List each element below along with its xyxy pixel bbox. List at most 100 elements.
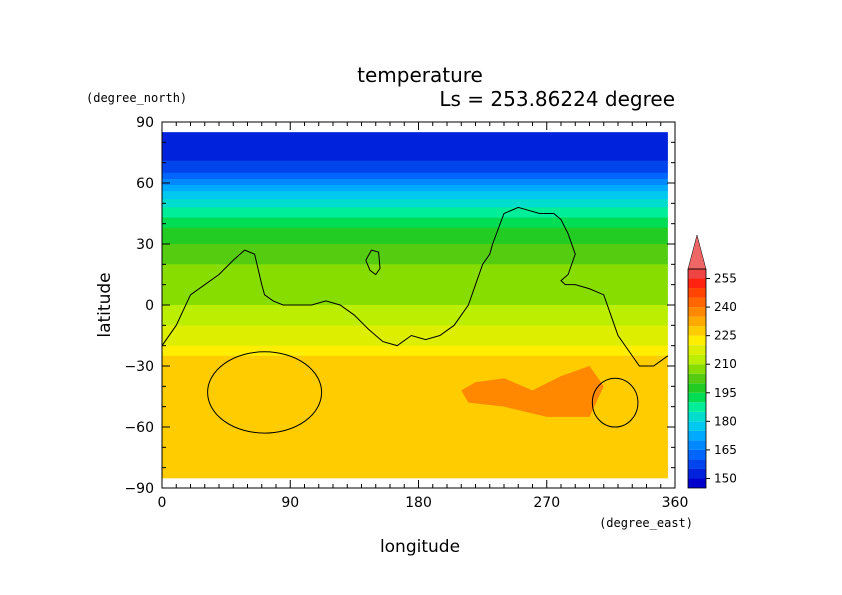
colorbar-over-arrow <box>687 234 707 270</box>
field-band <box>162 172 668 176</box>
field-band <box>162 270 668 273</box>
colorbar-label: 195 <box>714 386 737 400</box>
x-tick-label: 180 <box>405 495 432 511</box>
colorbar-segment <box>688 440 706 450</box>
field-band <box>162 246 668 249</box>
field-band <box>162 280 668 284</box>
field-band <box>162 305 668 308</box>
field-band <box>162 193 668 196</box>
field-band <box>162 347 668 351</box>
field-band <box>162 455 668 458</box>
field-band <box>162 351 668 355</box>
colorbar-segment <box>688 383 706 393</box>
field-band <box>162 158 668 162</box>
field-band <box>162 427 668 430</box>
field-band <box>162 453 668 456</box>
field-band <box>162 268 668 271</box>
field-band <box>162 368 668 371</box>
field-band <box>162 191 668 194</box>
field-band <box>162 378 668 381</box>
field-band <box>162 363 668 367</box>
field-band <box>162 189 668 192</box>
field-band <box>162 394 668 397</box>
field-band <box>162 286 668 290</box>
field-band <box>162 290 668 294</box>
field-band <box>162 227 668 231</box>
field-band <box>162 467 668 471</box>
field-band <box>162 424 668 428</box>
colorbar-segment <box>688 449 706 460</box>
colorbar-segment <box>688 478 706 488</box>
field-band <box>162 201 668 204</box>
colorbar-segment <box>688 411 706 422</box>
field-band <box>162 370 668 373</box>
field-band <box>162 239 668 243</box>
field-band <box>162 355 668 359</box>
field-band <box>162 185 668 188</box>
field-band <box>162 459 668 463</box>
field-band <box>162 333 668 336</box>
field-band <box>162 337 668 341</box>
field-band <box>162 447 668 450</box>
colorbar-label: 165 <box>714 443 737 457</box>
crater-hellas <box>207 351 323 434</box>
field-band <box>162 166 668 170</box>
field-band <box>162 433 668 436</box>
x-units-label: (degree_east) <box>599 516 693 530</box>
x-axis-ticks: 0 90 180 270 360 <box>158 122 689 511</box>
field-band <box>162 323 668 326</box>
warm-region <box>461 366 604 417</box>
field-band <box>162 140 668 143</box>
field-band <box>162 164 668 168</box>
field-band <box>162 136 668 139</box>
field-band <box>162 183 668 186</box>
field-band <box>162 451 668 454</box>
field-band <box>162 235 668 239</box>
field-band <box>162 187 668 190</box>
colorbar-label: 255 <box>714 272 737 286</box>
field-band <box>162 254 668 257</box>
field-band <box>162 349 668 353</box>
field-band <box>162 284 668 288</box>
colorbar-segment <box>688 402 706 412</box>
chart-title: temperature <box>357 63 483 87</box>
field-band <box>162 331 668 334</box>
field-band <box>162 398 668 402</box>
field-band <box>162 449 668 452</box>
field-band <box>162 138 668 141</box>
colorbar-segment <box>688 288 706 298</box>
field-band <box>162 144 668 147</box>
field-band <box>162 431 668 434</box>
colorbar-segment <box>688 345 706 355</box>
x-tick-label: 0 <box>158 495 167 511</box>
field-band <box>162 156 668 160</box>
field-band <box>162 160 668 164</box>
field-band <box>162 248 668 251</box>
colorbar-segment <box>688 278 706 289</box>
field-band <box>162 154 668 158</box>
field-band <box>162 420 668 424</box>
x-tick-label: 360 <box>662 495 689 511</box>
colorbar-label: 240 <box>714 300 737 314</box>
field-band <box>162 390 668 393</box>
field-band <box>162 132 668 135</box>
field-band <box>162 274 668 278</box>
field-band <box>162 429 668 432</box>
field-band <box>162 241 668 245</box>
field-band <box>162 311 668 314</box>
field-band <box>162 422 668 426</box>
field-band <box>162 231 668 235</box>
field-band <box>162 376 668 379</box>
field-band <box>162 400 668 404</box>
field-band <box>162 416 668 420</box>
colorbar-label: 150 <box>714 471 737 485</box>
colorbar-segment <box>688 307 706 317</box>
field-band <box>162 264 668 267</box>
colorbar-label: 180 <box>714 414 737 428</box>
field-band <box>162 404 668 408</box>
field-band <box>162 384 668 387</box>
colorbar-segment <box>688 335 706 346</box>
colorbar-segment <box>688 459 706 469</box>
field-band <box>162 150 668 153</box>
field-band <box>162 402 668 406</box>
